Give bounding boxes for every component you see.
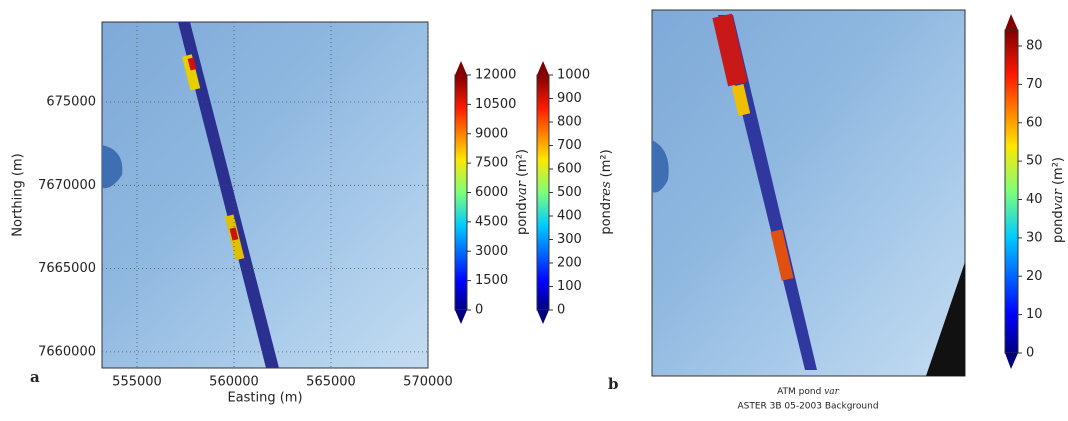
cbar-tick-label: 400 — [557, 209, 582, 224]
cbar-tick-label: 600 — [557, 162, 582, 177]
cbar-tick-label: 60 — [1026, 115, 1043, 130]
x-tick-label: 560000 — [209, 375, 259, 390]
track-a — [178, 22, 279, 368]
pond-hotspot — [731, 84, 751, 116]
cbar-tick-label: 500 — [557, 185, 582, 200]
pond-hotspot — [712, 13, 748, 87]
cbar-label: pondvar (m²) — [1051, 157, 1066, 243]
y-tick-label: 7660000 — [38, 344, 96, 359]
x-tick-label: 570000 — [403, 375, 453, 390]
cbar-arrow — [1005, 353, 1018, 369]
colorbar — [536, 74, 550, 311]
cbar-tick-label: 30 — [1026, 230, 1043, 245]
cbar-tick-label: 1000 — [557, 68, 590, 83]
map-b — [651, 9, 966, 377]
cbar-tick-label: 20 — [1026, 269, 1043, 284]
lake — [102, 145, 123, 189]
cbar-tick-label: 12000 — [475, 68, 516, 83]
cbar-tick-label: 1500 — [475, 273, 508, 288]
caption: ATM pond var — [777, 387, 840, 397]
cbar-arrow — [537, 310, 549, 324]
cbar-tick-label: 800 — [557, 115, 582, 130]
colorbar — [454, 74, 468, 311]
lake — [652, 140, 669, 193]
cbar-label-part: pond — [515, 202, 530, 235]
cbar-tick-label: 300 — [557, 232, 582, 247]
panel-label: a — [30, 368, 40, 386]
cbar-tick-label: 0 — [557, 303, 565, 318]
y-tick-label: 7665000 — [38, 261, 96, 276]
cbar-tick-label: 0 — [475, 303, 483, 318]
cbar-tick-label: 700 — [557, 138, 582, 153]
cbar-tick-label: 80 — [1026, 39, 1043, 54]
cbar-label-part: res — [599, 181, 614, 202]
no-data-area — [926, 262, 965, 376]
cbar-tick-label: 10500 — [475, 97, 516, 112]
cbar-arrow — [1005, 14, 1018, 30]
cbar-tick-label: 0 — [1026, 346, 1034, 361]
pond-hotspot — [187, 57, 197, 71]
pond-hotspot — [770, 229, 794, 281]
cbar-arrow — [455, 61, 467, 75]
cbar-label: pondres (m²) — [599, 149, 614, 234]
cbar-label-part: var — [1051, 188, 1066, 210]
pond-hotspot — [182, 54, 201, 91]
cbar-tick-label: 3000 — [475, 244, 508, 259]
x-axis-label: Easting (m) — [227, 391, 302, 406]
cbar-label-part: (m²) — [1051, 157, 1066, 185]
cbar-arrow — [455, 310, 467, 324]
cbar-label-part: var — [515, 180, 530, 202]
cbar-tick-label: 7500 — [475, 156, 508, 171]
cbar-tick-label: 4500 — [475, 214, 508, 229]
cbar-label: pondvar (m²) — [515, 149, 530, 235]
x-tick-label: 565000 — [306, 375, 356, 390]
cbar-label-part: pond — [599, 202, 614, 235]
cbar-arrow — [537, 61, 549, 75]
colorbar — [1004, 29, 1019, 354]
caption: ASTER 3B 05-2003 Background — [737, 402, 878, 412]
cbar-label-part: (m²) — [599, 149, 614, 177]
map-a — [101, 21, 429, 369]
cbar-tick-label: 40 — [1026, 192, 1043, 207]
x-tick-label: 555000 — [112, 375, 162, 390]
cbar-tick-label: 10 — [1026, 307, 1043, 322]
cbar-label-part: pond — [1051, 210, 1066, 243]
cbar-tick-label: 200 — [557, 256, 582, 271]
cbar-tick-label: 100 — [557, 279, 582, 294]
cbar-tick-label: 50 — [1026, 154, 1043, 169]
cbar-tick-label: 9000 — [475, 126, 508, 141]
cbar-tick-label: 900 — [557, 91, 582, 106]
y-tick-label: 7670000 — [38, 178, 96, 193]
cbar-tick-label: 70 — [1026, 77, 1043, 92]
y-axis-label: Northing (m) — [11, 153, 26, 236]
cbar-label-part: (m²) — [515, 149, 530, 177]
panel-label: b — [608, 375, 619, 393]
y-tick-label: 675000 — [46, 95, 96, 110]
cbar-tick-label: 6000 — [475, 185, 508, 200]
